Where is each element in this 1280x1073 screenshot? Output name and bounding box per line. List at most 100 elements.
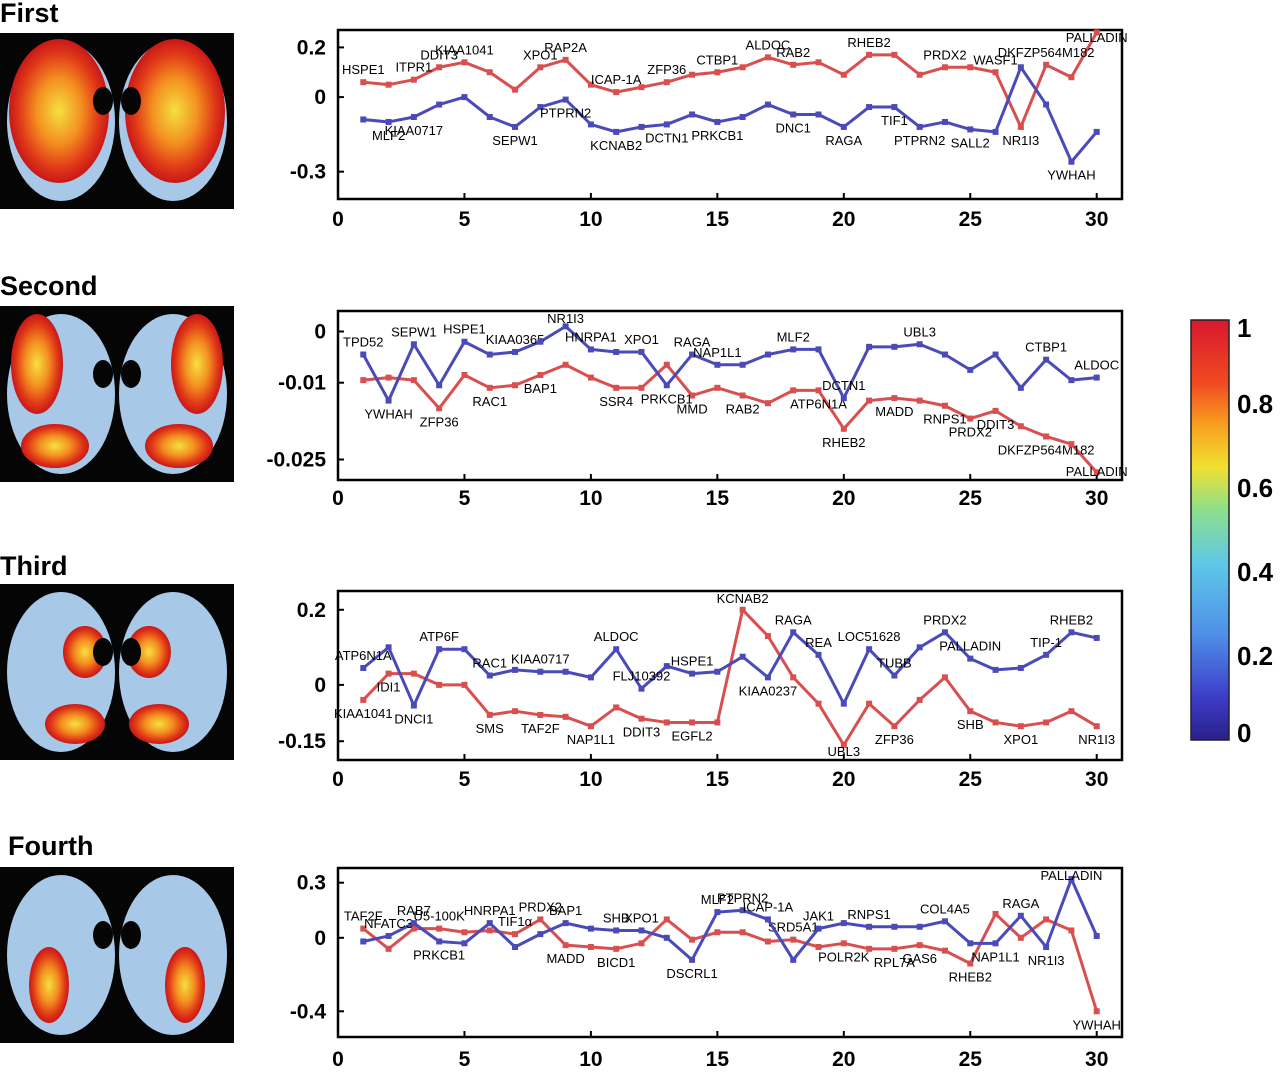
red-series-point (410, 377, 417, 384)
gene-label: U5-100K (414, 909, 466, 924)
blue-series-point (562, 920, 569, 927)
red-series-point (385, 945, 392, 952)
gene-label: BAP1 (549, 903, 582, 918)
blue-series-point (916, 123, 923, 130)
red-series-point (967, 64, 974, 71)
red-series-point (764, 938, 771, 945)
y-tick-label: -0.025 (266, 449, 326, 472)
red-series-point (815, 943, 822, 950)
red-series-point (385, 374, 392, 381)
gene-label: ITPR1 (395, 60, 432, 75)
blue-series-point (663, 934, 670, 941)
gene-label: NR1I3 (1002, 133, 1039, 148)
ventricle (121, 638, 141, 666)
gene-label: RAP2A (544, 40, 587, 55)
blue-series-point (461, 646, 468, 653)
red-series-point (790, 936, 797, 943)
gene-label: CTBP1 (1025, 340, 1067, 355)
gene-label: PRKCB1 (413, 947, 465, 962)
red-series-point (1068, 927, 1075, 934)
y-tick-label: 0 (314, 927, 326, 950)
blue-series-point (941, 629, 948, 636)
blue-series-point (689, 956, 696, 963)
gene-label: XPO1 (624, 910, 659, 925)
blue-series-point (1043, 943, 1050, 950)
gene-label: ATP6F (419, 629, 459, 644)
red-series-point (613, 89, 620, 96)
blue-series-point (663, 663, 670, 670)
blue-series-point (410, 113, 417, 120)
blue-series-point (436, 101, 443, 108)
activation-region (45, 704, 105, 744)
blue-series-point (613, 348, 620, 355)
brain-midline (115, 37, 119, 205)
red-series-point (638, 715, 645, 722)
blue-series-point (790, 629, 797, 636)
gene-label: SHB (603, 910, 630, 925)
gene-label: XPO1 (523, 47, 558, 62)
x-tick-label: 5 (459, 768, 471, 791)
blue-series-point (1017, 912, 1024, 919)
blue-series-point (891, 923, 898, 930)
blue-series-point (1017, 664, 1024, 671)
blue-series-point (537, 338, 544, 345)
x-tick-label: 20 (832, 487, 855, 510)
y-tick-label: 0 (314, 320, 326, 343)
blue-series-point (866, 646, 873, 653)
gene-label: DKFZP564M182 (998, 45, 1095, 60)
x-tick-label: 15 (706, 1048, 730, 1071)
panel-title: First (0, 0, 59, 28)
gene-label: RHEB2 (1050, 612, 1093, 627)
blue-series-point (1068, 377, 1075, 384)
blue-series-point (1068, 876, 1075, 883)
blue-series-point (815, 111, 822, 118)
gene-label: YWHAH (1047, 168, 1095, 183)
gene-label: NAP1L1 (567, 732, 615, 747)
red-series-point (562, 942, 569, 949)
gene-label: RAB7 (397, 903, 431, 918)
blue-series-point (486, 113, 493, 120)
blue-series-point (689, 111, 696, 118)
blue-series-point (512, 943, 519, 950)
blue-series-point (992, 128, 999, 135)
blue-series-point (790, 346, 797, 353)
gene-label: RNPS1 (847, 907, 890, 922)
x-tick-label: 15 (706, 208, 730, 231)
red-series-point (436, 681, 443, 688)
blue-series-point (866, 343, 873, 350)
y-tick-label: 0 (314, 86, 326, 109)
gene-label: DNC1 (776, 121, 811, 136)
x-tick-label: 25 (959, 487, 983, 510)
gene-label: RAB2 (726, 402, 760, 417)
gene-label: DDIT3 (623, 725, 661, 740)
gene-label: PRDX2 (949, 425, 992, 440)
activation-region (21, 424, 89, 468)
blue-series-point (1017, 384, 1024, 391)
colorbar: 1 0.8 0.6 0.4 0.2 0 (1190, 313, 1274, 748)
red-series-point (638, 384, 645, 391)
y-tick-label: -0.01 (278, 372, 326, 395)
y-tick-label: 0.2 (297, 599, 326, 622)
red-series-line (363, 363, 1098, 474)
red-series-point (941, 402, 948, 409)
red-series-point (562, 361, 569, 368)
red-series-point (486, 384, 493, 391)
gene-label: PRKCB1 (641, 391, 693, 406)
blue-series-point (790, 111, 797, 118)
colorbar-tick-label: 0.6 (1237, 473, 1273, 503)
blue-series-point (1093, 128, 1100, 135)
gene-label: RHEB2 (847, 35, 890, 50)
blue-series-line (362, 877, 1099, 962)
gene-label: SEPW1 (492, 133, 538, 148)
red-series-point (1043, 719, 1050, 726)
gene-label: RHEB2 (949, 970, 992, 985)
x-tick-label: 15 (706, 487, 730, 510)
blue-series-point (689, 670, 696, 677)
gene-label: ALDOC (594, 629, 639, 644)
brain-midline (115, 871, 119, 1039)
red-series-point (562, 56, 569, 63)
red-series-point (891, 395, 898, 402)
blue-series-point (790, 956, 797, 963)
blue-series-point (916, 341, 923, 348)
